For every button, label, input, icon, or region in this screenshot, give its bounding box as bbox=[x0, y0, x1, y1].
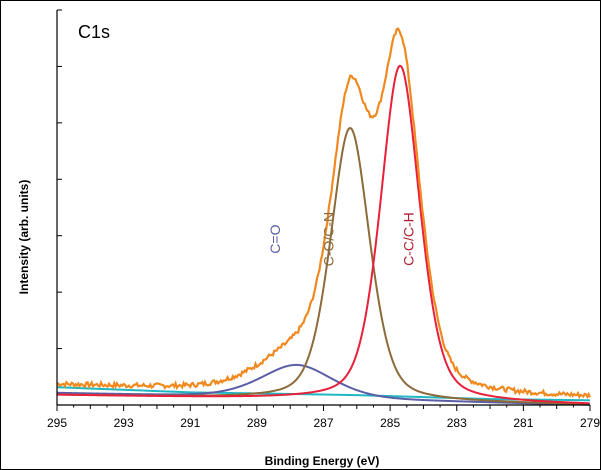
peak-label-c-o: C=O bbox=[267, 224, 283, 253]
series-envelope-line bbox=[56, 27, 592, 400]
peak-label-c-c-c-h: C-C/C-H bbox=[400, 212, 416, 266]
series-c-c-c-h-line bbox=[56, 64, 590, 405]
x-tick-label: 287 bbox=[313, 416, 333, 430]
x-tick-label: 279 bbox=[580, 416, 600, 430]
chart-title: C1s bbox=[78, 22, 110, 42]
y-axis-label: Intensity (arb. units) bbox=[17, 180, 31, 295]
x-axis-label: Binding Energy (eV) bbox=[265, 454, 380, 468]
x-tick-label: 283 bbox=[447, 416, 467, 430]
x-tick-label: 291 bbox=[180, 416, 200, 430]
peak-label-c-o-c-n: C-O/C-N bbox=[321, 212, 337, 266]
x-tick-label: 289 bbox=[247, 416, 267, 430]
series-layer bbox=[56, 27, 592, 406]
x-tick-label: 285 bbox=[380, 416, 400, 430]
series-c-o-line bbox=[56, 363, 590, 406]
axis-layer: 295 293 291 289 287 285 283 281 279 bbox=[47, 9, 600, 430]
x-tick-label: 293 bbox=[114, 416, 134, 430]
x-tick-label: 295 bbox=[47, 416, 67, 430]
x-tick-label: 281 bbox=[513, 416, 533, 430]
annotation-layer: C=O C-O/C-N C-C/C-H bbox=[267, 212, 416, 266]
series-background-line bbox=[56, 386, 591, 402]
